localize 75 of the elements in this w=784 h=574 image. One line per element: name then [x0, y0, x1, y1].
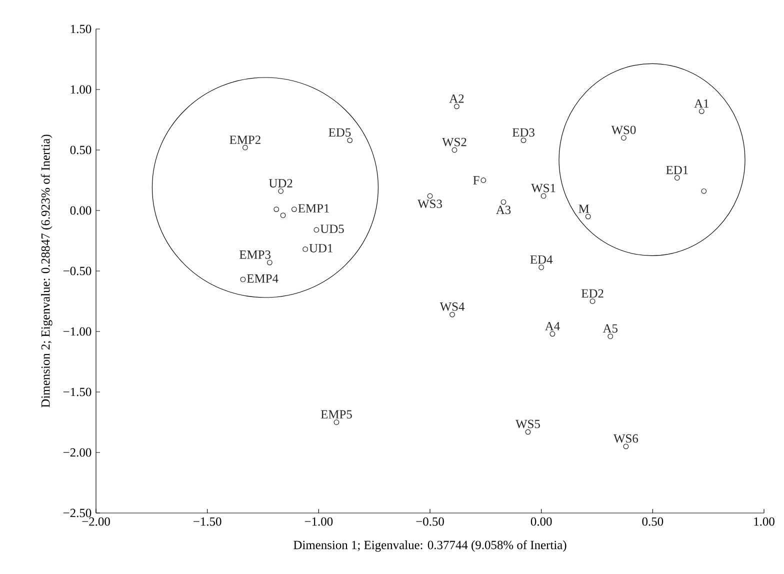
point: [674, 175, 680, 181]
annotation: ED5: [328, 128, 351, 137]
x-tick-label: 0.00: [530, 517, 552, 526]
annotation: WS1: [531, 184, 556, 192]
point: [450, 312, 455, 318]
point: [334, 420, 340, 425]
y-tick-label: 0.00: [70, 206, 92, 215]
x-tick-label: 0.50: [642, 517, 664, 526]
annotation: EMP4: [247, 274, 278, 283]
annotation: A4: [544, 322, 560, 330]
point: [550, 331, 556, 337]
point: [621, 135, 626, 141]
annotation: WS3: [418, 200, 442, 208]
annotation: WS6: [614, 434, 638, 443]
annotation: ED4: [530, 255, 553, 264]
point: [266, 260, 272, 266]
point: [590, 298, 596, 304]
point: [608, 334, 614, 340]
point: [452, 147, 458, 153]
point: [242, 144, 248, 150]
x-axis-title: Dimension 1; Eigenvalue: 0.37744 (9.058% of Inertia): [294, 540, 566, 552]
point: [427, 193, 433, 199]
annotation: WS5: [516, 420, 540, 428]
point: [480, 178, 486, 183]
y-tick-label: −2.50: [63, 508, 92, 518]
x-tick-label: −0.50: [416, 517, 444, 526]
annotation: EMP1: [298, 204, 329, 212]
annotation: ED2: [582, 289, 604, 298]
annotation: A5: [602, 324, 618, 333]
annotation: EMP5: [320, 410, 352, 419]
annotation: UD2: [268, 179, 292, 188]
y-tick-label: 1.00: [70, 85, 92, 94]
x-tick-label: −1.00: [304, 517, 333, 526]
point: [520, 138, 526, 144]
x-tick-label: −1.50: [194, 517, 222, 526]
annotation: A3: [496, 206, 511, 214]
annotation: M: [578, 204, 590, 213]
point: [525, 429, 531, 435]
point: [314, 227, 320, 233]
point: [701, 188, 707, 194]
point: [278, 188, 284, 194]
annotation: ED3: [512, 128, 534, 137]
y-tick-label: 0.50: [70, 146, 92, 154]
point: [274, 206, 280, 212]
annotation: UD1: [309, 244, 332, 252]
annotation: EMP2: [230, 136, 260, 144]
annotation: ED1: [666, 166, 688, 174]
point: [280, 212, 286, 218]
point: [347, 138, 353, 144]
point: [585, 214, 591, 220]
point: [500, 199, 506, 205]
point: [698, 108, 704, 114]
y-tick-label: −1.50: [63, 388, 92, 396]
y-axis-title: Dimension 2; Eigenvalue: 0.28847 (6.923% of Inertia): [40, 134, 52, 408]
point: [538, 264, 544, 270]
annotation: A1: [694, 99, 709, 108]
annotation: A2: [449, 94, 464, 103]
annotation: F: [473, 176, 480, 184]
annotation: WS4: [440, 302, 465, 311]
point: [240, 276, 246, 282]
annotation: WS2: [442, 138, 466, 146]
x-tick-label: 1.00: [754, 517, 774, 526]
annotation: EMP3: [240, 250, 270, 259]
y-tick-label: −0.50: [63, 266, 92, 276]
point: [540, 193, 546, 199]
point: [302, 246, 308, 252]
y-tick-label: −1.00: [63, 327, 92, 336]
point: [454, 104, 460, 110]
y-tick-label: −2.00: [63, 448, 92, 457]
point: [291, 206, 297, 212]
annotation: UD5: [320, 224, 344, 233]
point: [623, 444, 629, 450]
annotation: WS0: [611, 126, 636, 134]
x-tick-label: −2.00: [82, 517, 110, 526]
y-tick-label: 1.50: [70, 24, 92, 34]
